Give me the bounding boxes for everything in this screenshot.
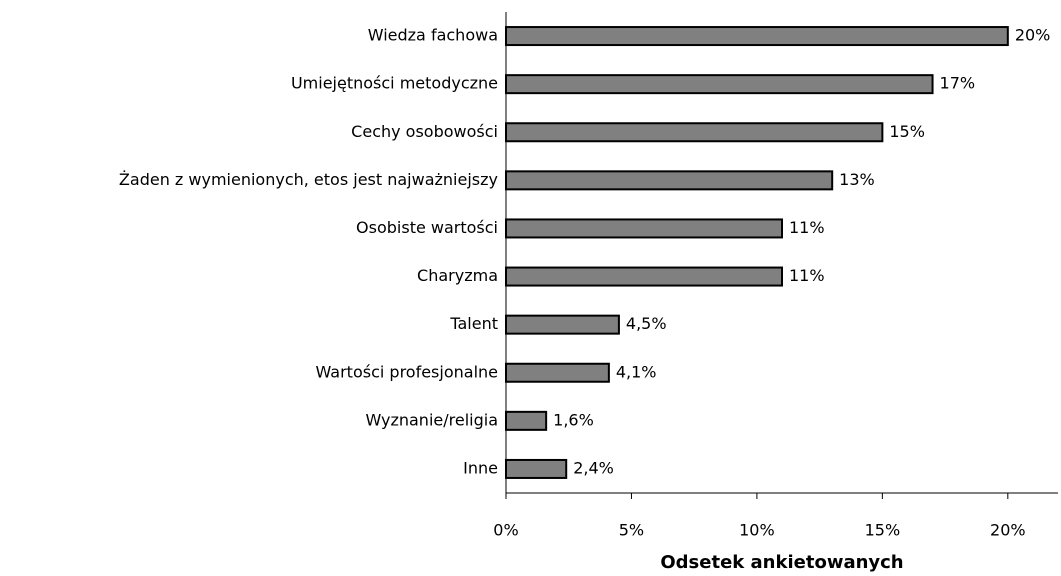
bar (505, 26, 1009, 47)
bar (505, 362, 610, 383)
x-tick-label: 10% (739, 521, 775, 540)
y-tick-label: Wartości profesjonalne (316, 362, 499, 381)
value-label: 15% (889, 122, 925, 141)
value-label: 2,4% (573, 458, 614, 477)
y-tick-label: Cechy osobowości (351, 122, 498, 141)
bar (505, 122, 884, 143)
x-tick-label: 0% (493, 521, 518, 540)
y-tick-label: Charyzma (417, 266, 498, 285)
x-tick-label: 5% (619, 521, 644, 540)
value-label: 4,5% (626, 314, 667, 333)
x-axis-title: Odsetek ankietowanych (660, 552, 903, 573)
value-label: 11% (789, 266, 825, 285)
y-tick-label: Wiedza fachowa (368, 26, 498, 45)
value-label: 13% (839, 170, 875, 189)
y-tick-label: Umiejętności metodyczne (291, 74, 498, 93)
value-label: 20% (1015, 26, 1051, 45)
bar (505, 410, 548, 431)
bar (505, 74, 934, 95)
bar (505, 218, 783, 239)
y-tick-label: Inne (463, 458, 498, 477)
bar (505, 266, 783, 287)
value-label: 1,6% (553, 410, 594, 429)
y-tick-label: Żaden z wymienionych, etos jest najważni… (119, 170, 498, 189)
value-label: 4,1% (616, 362, 657, 381)
bar (505, 458, 568, 479)
bar (505, 314, 620, 335)
y-tick-label: Talent (449, 314, 498, 333)
x-tick-label: 15% (865, 521, 901, 540)
x-tick-label: 20% (990, 521, 1026, 540)
value-label: 17% (940, 74, 976, 93)
y-tick-label: Osobiste wartości (356, 218, 498, 237)
bar (505, 170, 834, 191)
value-label: 11% (789, 218, 825, 237)
y-tick-label: Wyznanie/religia (365, 410, 498, 429)
